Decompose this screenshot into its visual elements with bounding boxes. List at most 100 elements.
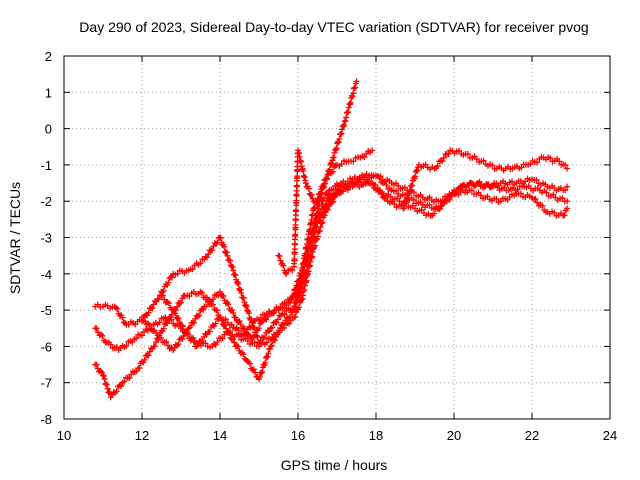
data-point [317, 223, 324, 230]
data-point [269, 334, 276, 341]
data-point [328, 160, 335, 167]
data-point [321, 195, 327, 202]
data-point [165, 342, 171, 349]
y-tick-label: -3 [40, 231, 52, 246]
data-point [217, 234, 224, 241]
data-point [229, 306, 235, 313]
data-point [250, 366, 257, 373]
data-point [534, 199, 541, 206]
data-point [290, 292, 297, 299]
data-point [532, 195, 539, 202]
data-point [318, 220, 325, 227]
data-point [202, 340, 209, 347]
data-point [259, 369, 266, 376]
y-tick-label: 0 [45, 122, 52, 137]
data-point [250, 333, 257, 340]
data-point [376, 174, 383, 181]
data-point [209, 247, 216, 254]
data-point [256, 325, 262, 332]
data-point [139, 332, 145, 339]
data-point [241, 325, 248, 332]
data-point [99, 332, 106, 339]
data-point [235, 280, 242, 287]
data-point [518, 164, 525, 171]
data-point [165, 300, 172, 307]
data-point [305, 185, 312, 192]
data-point [238, 290, 245, 297]
data-point [564, 205, 571, 212]
data-point [333, 145, 340, 152]
data-point [289, 267, 296, 274]
data-point [230, 267, 237, 274]
data-point [146, 321, 153, 328]
data-point [133, 368, 140, 375]
data-point [321, 212, 328, 219]
data-point [330, 198, 337, 205]
y-tick-label: -2 [40, 194, 52, 209]
data-point [232, 314, 239, 321]
data-point [140, 314, 147, 321]
data-point [217, 314, 223, 321]
data-point [231, 339, 238, 346]
data-point [310, 205, 317, 212]
data-point [287, 317, 294, 324]
data-point [339, 188, 346, 195]
data-point [559, 195, 566, 202]
data-point [292, 286, 299, 293]
data-point [439, 158, 446, 165]
data-point [210, 296, 217, 303]
data-point [273, 319, 280, 326]
data-point [264, 313, 271, 320]
data-point [345, 109, 352, 116]
data-point [187, 323, 194, 330]
data-point [176, 319, 183, 326]
data-point [311, 204, 318, 211]
data-markers [92, 78, 571, 401]
data-point [464, 151, 471, 158]
data-point [449, 190, 456, 197]
data-point [534, 159, 541, 166]
data-point [265, 350, 272, 357]
data-point [190, 338, 197, 345]
data-point [438, 202, 445, 209]
data-point [308, 191, 315, 198]
data-point [197, 260, 204, 267]
data-point [168, 316, 175, 323]
y-axis-label: SDTVAR / TECUs [7, 182, 23, 294]
data-point [356, 175, 363, 182]
data-point [142, 318, 149, 325]
data-point [280, 262, 287, 269]
data-point [484, 193, 491, 200]
data-point [443, 198, 450, 205]
y-tick-label: -1 [40, 158, 52, 173]
data-point [199, 289, 206, 296]
data-point [203, 303, 210, 310]
data-point [100, 373, 107, 380]
data-point [314, 236, 321, 243]
data-point [268, 342, 275, 349]
data-point [533, 176, 540, 183]
data-point [361, 154, 368, 161]
x-axis-label: GPS time / hours [281, 457, 388, 473]
data-point [320, 181, 327, 188]
data-point [179, 323, 186, 330]
data-point [263, 339, 270, 346]
data-point [240, 351, 247, 358]
data-point [339, 126, 346, 133]
chart-title: Day 290 of 2023, Sidereal Day-to-day VTE… [79, 19, 588, 35]
data-point [480, 157, 487, 164]
data-point [401, 204, 408, 211]
data-point [236, 318, 243, 325]
data-point [283, 270, 290, 277]
data-point [104, 385, 111, 392]
data-point [230, 309, 237, 316]
data-point [165, 279, 172, 286]
data-point [434, 163, 441, 170]
data-point [319, 219, 326, 226]
data-point [514, 186, 521, 193]
data-point [295, 278, 301, 285]
data-point [235, 327, 242, 334]
data-point [561, 212, 568, 219]
data-point [191, 319, 197, 326]
data-point [244, 337, 251, 344]
